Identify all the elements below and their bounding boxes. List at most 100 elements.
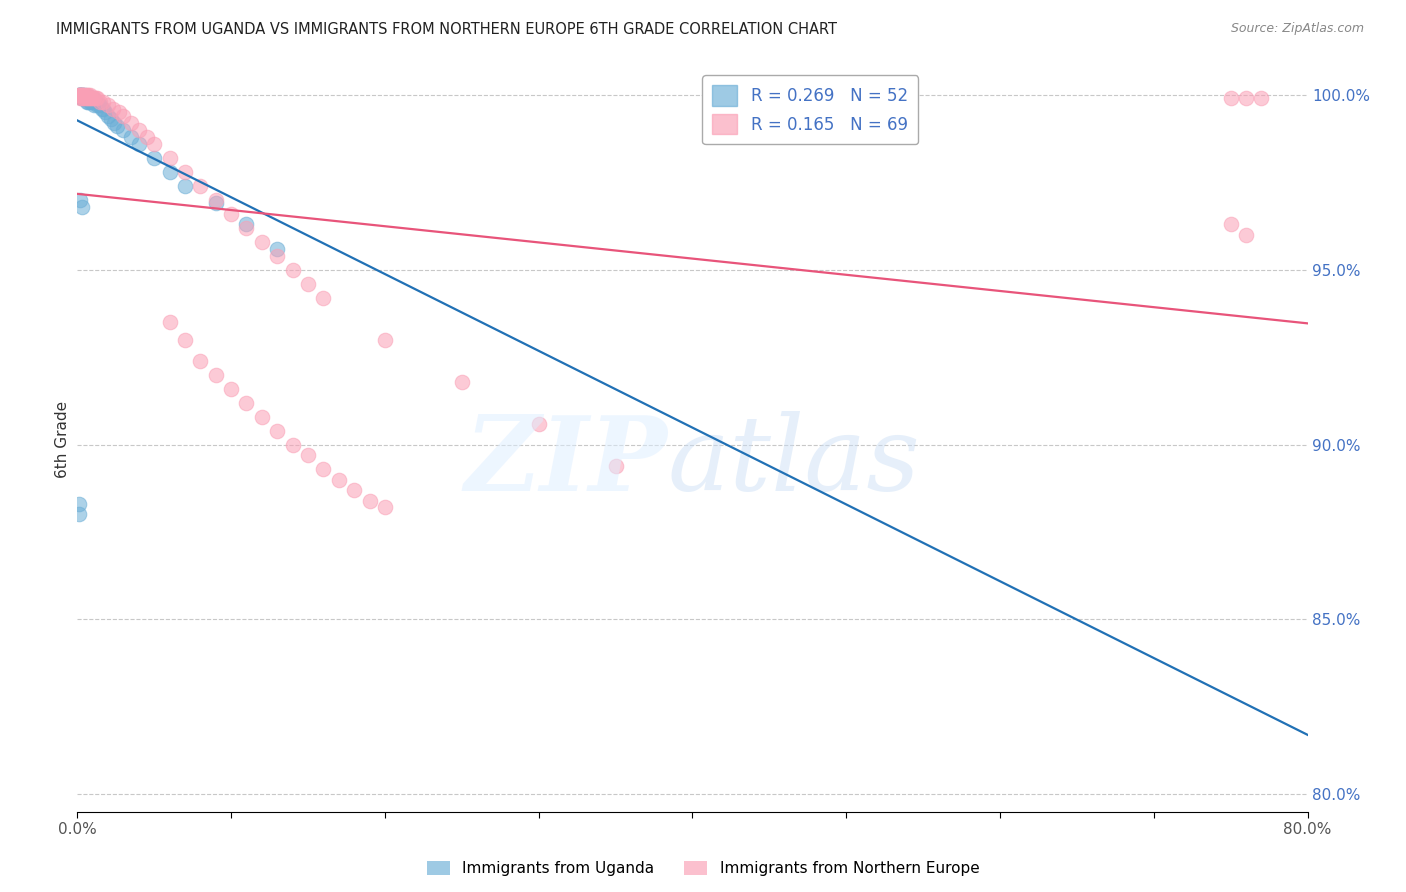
Point	[73, 87, 96, 102]
Point	[70, 200, 93, 214]
Point	[143, 136, 166, 151]
Legend: Immigrants from Uganda, Immigrants from Northern Europe: Immigrants from Uganda, Immigrants from …	[420, 855, 986, 882]
Point	[72, 87, 94, 102]
Point	[120, 129, 142, 144]
Point	[73, 87, 96, 102]
Point	[82, 91, 104, 105]
Point	[297, 277, 319, 291]
Point	[97, 98, 120, 112]
Point	[69, 87, 91, 102]
Point	[70, 87, 93, 102]
Point	[77, 87, 100, 102]
Point	[266, 249, 288, 263]
Point	[281, 262, 304, 277]
Point	[219, 207, 242, 221]
Point	[120, 116, 142, 130]
Point	[1219, 91, 1241, 105]
Point	[1219, 217, 1241, 231]
Point	[174, 165, 197, 179]
Text: IMMIGRANTS FROM UGANDA VS IMMIGRANTS FROM NORTHERN EUROPE 6TH GRADE CORRELATION : IMMIGRANTS FROM UGANDA VS IMMIGRANTS FRO…	[56, 22, 837, 37]
Point	[93, 102, 115, 116]
Y-axis label: 6th Grade: 6th Grade	[55, 401, 70, 478]
Point	[69, 87, 91, 102]
Point	[174, 333, 197, 347]
Point	[70, 91, 93, 105]
Point	[76, 91, 98, 105]
Point	[67, 87, 90, 102]
Point	[93, 95, 115, 109]
Point	[108, 105, 131, 120]
Point	[82, 91, 104, 105]
Point	[69, 87, 91, 102]
Point	[86, 91, 108, 105]
Point	[312, 291, 335, 305]
Point	[67, 87, 90, 102]
Point	[235, 217, 257, 231]
Point	[80, 91, 103, 105]
Point	[70, 87, 93, 102]
Point	[72, 91, 94, 105]
Point	[77, 91, 100, 105]
Point	[204, 196, 226, 211]
Point	[90, 102, 114, 116]
Point	[84, 95, 107, 109]
Point	[204, 193, 226, 207]
Point	[101, 102, 124, 116]
Point	[79, 91, 101, 105]
Point	[86, 98, 108, 112]
Point	[159, 151, 181, 165]
Point	[135, 129, 157, 144]
Point	[105, 120, 128, 134]
Point	[83, 91, 105, 105]
Point	[69, 87, 91, 102]
Point	[73, 91, 96, 105]
Point	[159, 315, 181, 329]
Point	[312, 462, 335, 476]
Point	[87, 98, 110, 112]
Point	[359, 493, 381, 508]
Point	[67, 508, 90, 522]
Point	[70, 87, 93, 102]
Point	[266, 242, 288, 256]
Point	[89, 95, 111, 109]
Point	[70, 87, 93, 102]
Point	[188, 353, 212, 368]
Text: ZIP: ZIP	[465, 411, 668, 512]
Point	[281, 437, 304, 451]
Point	[112, 123, 135, 137]
Point	[235, 220, 257, 235]
Point	[605, 458, 627, 473]
Point	[1250, 91, 1272, 105]
Point	[70, 91, 93, 105]
Point	[112, 109, 135, 123]
Text: atlas: atlas	[668, 411, 921, 512]
Point	[72, 91, 94, 105]
Point	[250, 409, 273, 424]
Legend: R = 0.269   N = 52, R = 0.165   N = 69: R = 0.269 N = 52, R = 0.165 N = 69	[703, 75, 918, 145]
Point	[67, 87, 90, 102]
Point	[143, 151, 166, 165]
Point	[219, 382, 242, 396]
Text: Source: ZipAtlas.com: Source: ZipAtlas.com	[1230, 22, 1364, 36]
Point	[80, 91, 103, 105]
Point	[128, 123, 150, 137]
Point	[297, 448, 319, 462]
Point	[67, 87, 90, 102]
Point	[266, 424, 288, 438]
Point	[77, 91, 100, 105]
Point	[79, 87, 101, 102]
Point	[1234, 91, 1257, 105]
Point	[82, 95, 104, 109]
Point	[250, 235, 273, 249]
Point	[80, 95, 103, 109]
Point	[76, 87, 98, 102]
Point	[83, 95, 105, 109]
Point	[174, 178, 197, 193]
Point	[69, 87, 91, 102]
Point	[83, 98, 105, 112]
Point	[97, 109, 120, 123]
Point	[450, 375, 472, 389]
Point	[76, 91, 98, 105]
Point	[128, 136, 150, 151]
Point	[100, 112, 122, 127]
